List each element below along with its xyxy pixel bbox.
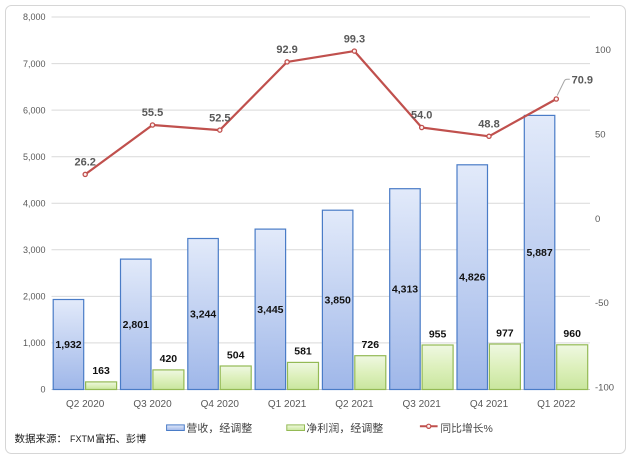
svg-text:50: 50: [595, 130, 606, 141]
svg-text:5,887: 5,887: [526, 247, 552, 259]
svg-text:99.3: 99.3: [344, 33, 365, 45]
svg-text:504: 504: [227, 349, 245, 361]
svg-text:Q2 2020: Q2 2020: [66, 399, 105, 410]
svg-text:6,000: 6,000: [23, 105, 46, 115]
svg-text:3,244: 3,244: [190, 309, 216, 321]
svg-text:3,000: 3,000: [23, 245, 46, 255]
svg-text:48.8: 48.8: [478, 119, 499, 131]
svg-text:%: %: [484, 423, 493, 435]
svg-text:55.5: 55.5: [142, 107, 163, 119]
svg-text:2,000: 2,000: [23, 292, 46, 302]
svg-text:4,000: 4,000: [23, 198, 46, 208]
svg-text:0: 0: [595, 214, 600, 225]
svg-text:92.9: 92.9: [276, 44, 297, 56]
svg-text:54.0: 54.0: [411, 110, 432, 122]
svg-text:Q4 2020: Q4 2020: [201, 399, 240, 410]
svg-text:Q1 2021: Q1 2021: [268, 399, 307, 410]
svg-text:-100: -100: [595, 382, 614, 393]
svg-text:3,850: 3,850: [325, 295, 351, 307]
svg-text:420: 420: [160, 353, 178, 365]
svg-text:0: 0: [40, 385, 45, 395]
svg-text:FXTM: FXTM: [70, 434, 95, 444]
svg-text:3,445: 3,445: [257, 304, 283, 316]
svg-text:5,000: 5,000: [23, 152, 46, 162]
svg-text:100: 100: [595, 45, 611, 56]
svg-text:581: 581: [294, 346, 312, 358]
svg-text:960: 960: [563, 328, 581, 340]
svg-text:52.5: 52.5: [209, 112, 230, 124]
svg-text:4,826: 4,826: [459, 272, 485, 284]
svg-text:Q2 2021: Q2 2021: [335, 399, 374, 410]
svg-text:1,000: 1,000: [23, 338, 46, 348]
svg-text:Q3 2021: Q3 2021: [403, 399, 442, 410]
svg-text:70.9: 70.9: [572, 75, 593, 87]
svg-text:26.2: 26.2: [74, 157, 95, 169]
svg-text:977: 977: [496, 327, 514, 339]
svg-text:Q3 2020: Q3 2020: [133, 399, 172, 410]
svg-text:2,801: 2,801: [123, 319, 149, 331]
svg-text:-50: -50: [595, 298, 609, 309]
svg-text:7,000: 7,000: [23, 59, 46, 69]
svg-text:1,932: 1,932: [55, 339, 81, 351]
svg-text:163: 163: [92, 365, 110, 377]
svg-text:8,000: 8,000: [23, 12, 46, 22]
svg-text:Q4 2021: Q4 2021: [470, 399, 509, 410]
svg-text:955: 955: [429, 328, 447, 340]
svg-text:726: 726: [362, 339, 380, 351]
svg-text:Q1 2022: Q1 2022: [537, 399, 576, 410]
svg-text:4,313: 4,313: [392, 284, 418, 296]
